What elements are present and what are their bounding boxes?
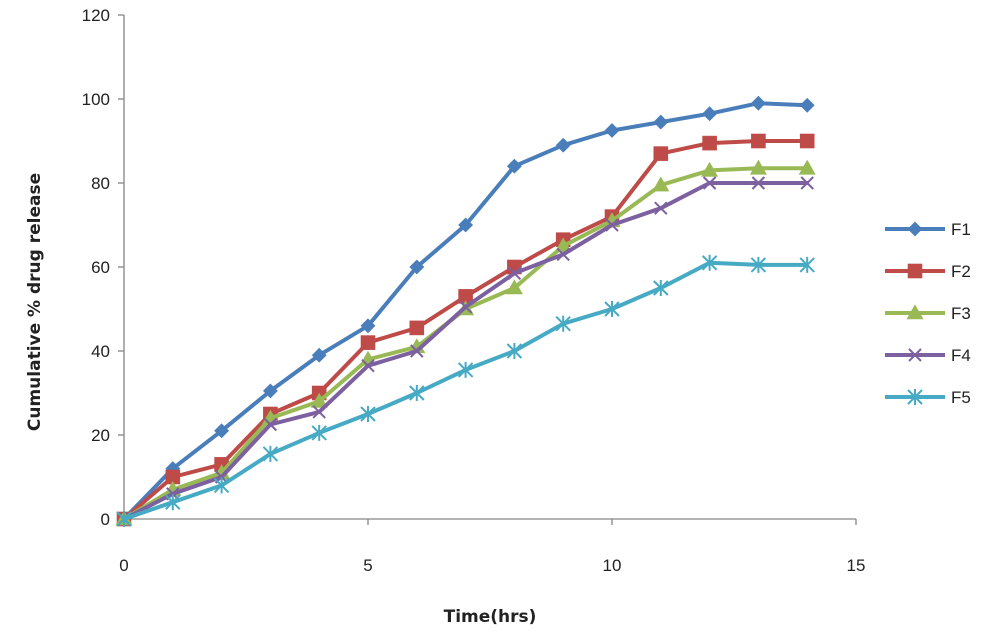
data-point-f3 — [554, 237, 572, 253]
x-axis-title: Time(hrs) — [444, 607, 537, 627]
data-point-f5 — [653, 280, 669, 296]
x-tick-label: 15 — [847, 556, 866, 575]
data-point-f5 — [360, 406, 376, 422]
y-tick-label: 80 — [91, 174, 110, 193]
x-tick-label: 0 — [119, 556, 128, 575]
data-point-f2 — [702, 135, 717, 151]
data-point-f5 — [555, 315, 571, 332]
x-tick-label: 10 — [603, 556, 622, 575]
data-point-f1 — [799, 97, 815, 113]
data-point-f5 — [604, 301, 620, 317]
legend-entry-f2: F2 — [885, 262, 971, 281]
legend-label: F4 — [951, 346, 971, 365]
legend-marker — [906, 304, 924, 320]
y-tick-label: 60 — [91, 258, 110, 277]
data-point-f3 — [505, 279, 523, 295]
y-tick-label: 120 — [82, 6, 110, 25]
data-point-f1 — [555, 137, 571, 153]
data-point-f3 — [701, 161, 719, 177]
data-point-f1 — [214, 423, 230, 439]
data-point-f1 — [702, 106, 718, 122]
data-point-f5 — [750, 256, 767, 273]
legend-marker — [907, 389, 923, 405]
y-tick-label: 0 — [101, 510, 110, 529]
data-point-f2 — [751, 133, 766, 149]
data-point-f5 — [799, 256, 815, 273]
data-point-f4 — [605, 218, 619, 232]
data-point-f1 — [604, 123, 620, 138]
data-point-f5 — [409, 385, 425, 401]
series-layer — [115, 95, 816, 527]
legend-entry-f1: F1 — [885, 220, 971, 239]
data-point-f5 — [165, 494, 181, 511]
data-point-f1 — [311, 347, 327, 363]
data-point-f4 — [702, 176, 717, 190]
data-point-f5 — [262, 445, 279, 462]
axes: 0 20 40 60 80 100 120 0 5 10 15 — [82, 6, 866, 575]
data-point-f5 — [311, 424, 327, 441]
data-point-f3 — [749, 159, 767, 175]
data-point-f1 — [409, 259, 425, 275]
data-point-f1 — [750, 95, 766, 111]
data-point-f5 — [506, 343, 523, 359]
data-point-f5 — [116, 511, 132, 527]
y-axis-title: Cumulative % drug release — [25, 173, 45, 431]
legend-label: F3 — [951, 304, 971, 323]
data-point-f4 — [654, 201, 668, 215]
data-point-f5 — [701, 254, 718, 271]
data-point-f2 — [799, 133, 815, 149]
data-point-f5 — [213, 477, 230, 494]
series-f3 — [115, 159, 816, 526]
data-point-f2 — [409, 320, 425, 336]
data-point-f4 — [458, 300, 473, 314]
data-point-f1 — [506, 158, 522, 174]
data-point-f4 — [751, 176, 766, 190]
series-f5 — [116, 254, 815, 527]
legend-entry-f4: F4 — [885, 346, 971, 365]
y-tick-label: 100 — [82, 90, 110, 109]
data-point-f4 — [312, 405, 326, 419]
data-point-f1 — [262, 383, 278, 399]
data-point-f4 — [507, 266, 522, 281]
data-point-f3 — [310, 392, 328, 408]
legend-label: F2 — [951, 262, 971, 281]
data-point-f1 — [458, 217, 474, 233]
data-point-f1 — [360, 318, 376, 334]
legend: F1 F2 F3 F4 F5 — [885, 220, 971, 407]
y-tick-label: 20 — [91, 426, 110, 445]
data-point-f3 — [798, 159, 816, 175]
legend-label: F5 — [951, 388, 971, 407]
data-point-f5 — [457, 361, 474, 378]
legend-marker — [907, 263, 923, 279]
data-point-f4 — [556, 247, 570, 262]
legend-entry-f5: F5 — [885, 388, 971, 407]
legend-marker — [908, 348, 922, 362]
legend-entry-f3: F3 — [885, 304, 971, 323]
data-point-f4 — [361, 358, 375, 373]
data-point-f4 — [800, 176, 814, 190]
data-point-f2 — [653, 146, 669, 161]
legend-marker — [907, 221, 923, 237]
data-point-f3 — [652, 176, 670, 192]
data-point-f4 — [263, 417, 278, 432]
legend-label: F1 — [951, 220, 971, 239]
x-tick-label: 5 — [363, 556, 372, 575]
data-point-f4 — [410, 344, 424, 358]
y-tick-label: 40 — [91, 342, 110, 361]
data-point-f1 — [653, 114, 669, 130]
data-point-f2 — [360, 335, 376, 350]
